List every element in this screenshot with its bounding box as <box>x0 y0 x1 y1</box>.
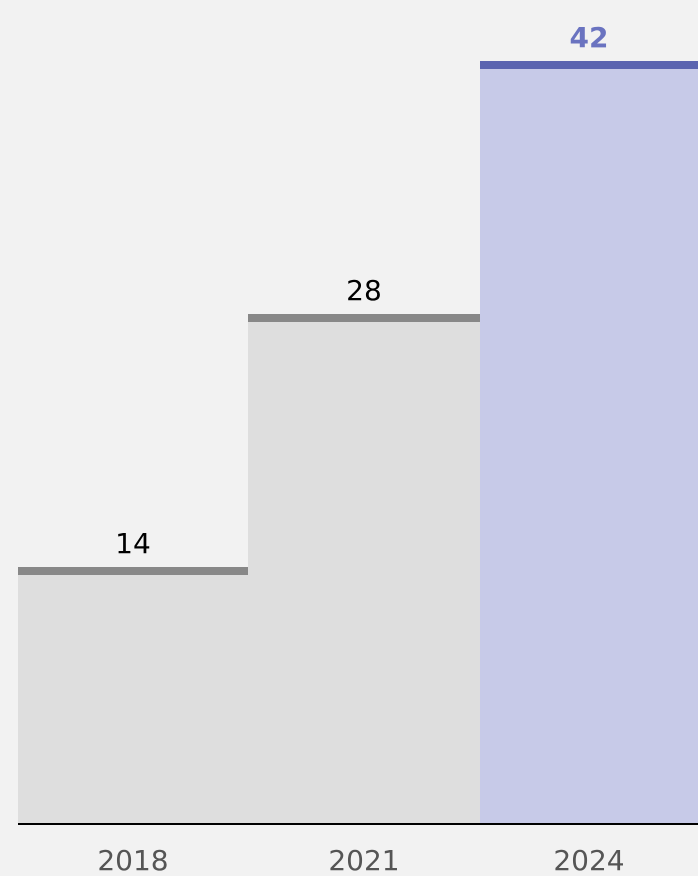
x-tick-label: 2024 <box>553 844 624 876</box>
bar-top-line <box>480 61 698 69</box>
value-label: 28 <box>346 274 382 307</box>
bar <box>480 65 698 824</box>
bar <box>18 571 248 824</box>
bar-top-line <box>248 314 480 322</box>
x-tick-label: 2018 <box>97 844 168 876</box>
value-label: 42 <box>570 21 609 54</box>
value-label: 14 <box>115 527 151 560</box>
bar-top-line <box>18 567 248 575</box>
x-tick-label: 2021 <box>328 844 399 876</box>
bar <box>248 318 480 824</box>
